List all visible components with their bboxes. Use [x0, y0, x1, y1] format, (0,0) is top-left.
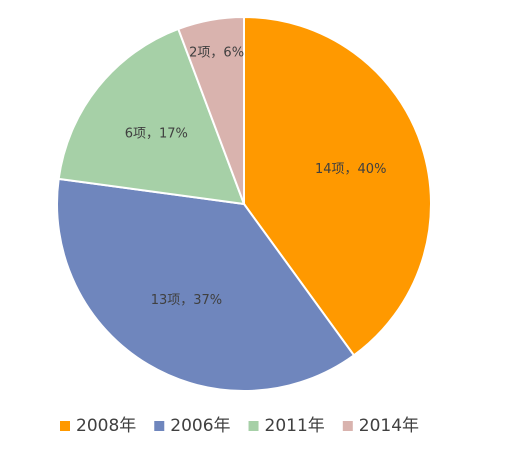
legend-swatch-3 — [342, 421, 353, 431]
pie-slices — [56, 15, 432, 392]
slice-data-label-1: 13项，37% — [151, 293, 222, 308]
pie-slice-0 — [243, 15, 432, 357]
legend-label-1: 2006年 — [170, 416, 230, 436]
pie-slice-3 — [177, 15, 245, 205]
slice-labels: 14项，40% 13项，37% 6项，17% 2项，6% — [125, 46, 387, 308]
pie-slice-2 — [57, 27, 246, 206]
legend-label-0: 2008年 — [76, 416, 136, 436]
legend-swatch-0 — [60, 421, 70, 431]
legend-swatch-2 — [248, 421, 259, 431]
legend: 2008年 2006年 2011年 2014年 — [60, 416, 419, 436]
legend-label-2: 2011年 — [265, 416, 325, 436]
pie-slice-1 — [56, 177, 356, 392]
slice-data-label-2: 6项，17% — [125, 127, 188, 142]
slice-data-label-3: 2项，6% — [189, 46, 244, 61]
legend-swatch-1 — [154, 421, 165, 431]
slice-data-label-0: 14项，40% — [315, 162, 386, 177]
legend-label-3: 2014年 — [359, 416, 419, 436]
